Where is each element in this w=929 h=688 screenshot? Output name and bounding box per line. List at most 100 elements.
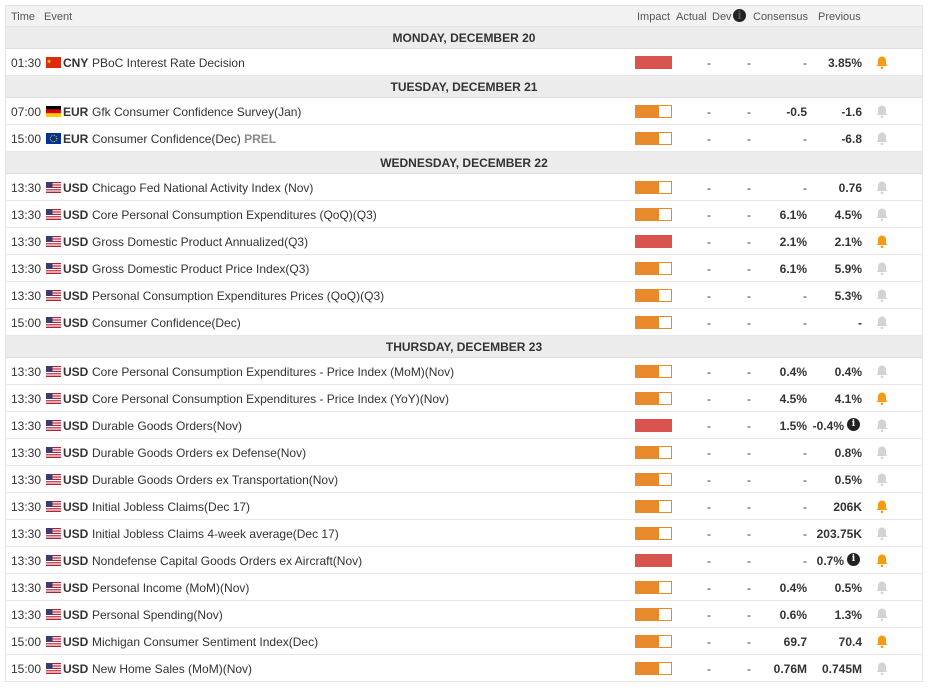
event-name[interactable]: Consumer Confidence(Dec) <box>92 316 241 330</box>
deviation-value: - <box>747 419 751 433</box>
dev-info-icon[interactable]: i <box>733 9 746 22</box>
event-name[interactable]: Gross Domestic Product Annualized(Q3) <box>92 235 308 249</box>
bell-icon[interactable] <box>875 288 889 303</box>
event-name[interactable]: Personal Consumption Expenditures Prices… <box>92 289 384 303</box>
event-title[interactable]: Personal Consumption Expenditures Prices… <box>92 289 385 303</box>
bell-icon[interactable] <box>875 131 889 146</box>
revision-info-icon[interactable]: i <box>847 553 860 566</box>
bell-icon[interactable] <box>875 472 889 487</box>
bell-active-icon[interactable] <box>875 391 889 406</box>
table-row[interactable]: 13:30 USD Core Personal Consumption Expend… <box>5 358 923 385</box>
revision-info-icon[interactable]: i <box>847 418 860 431</box>
bell-active-icon[interactable] <box>875 553 889 568</box>
header-dev[interactable]: Dev <box>712 11 732 23</box>
header-consensus[interactable]: Consensus <box>753 11 809 23</box>
table-row[interactable]: 01:30 CNY PBoC Interest Rate Decision - - - 3.… <box>5 49 923 76</box>
event-title[interactable]: Initial Jobless Claims(Dec 17) <box>92 500 251 514</box>
previous-value: 0.5% <box>834 473 862 487</box>
event-title[interactable]: PBoC Interest Rate Decision <box>92 56 245 70</box>
event-name[interactable]: Durable Goods Orders ex Transportation(N… <box>92 473 338 487</box>
event-name[interactable]: Michigan Consumer Sentiment Index(Dec) <box>92 635 318 649</box>
event-name[interactable]: PBoC Interest Rate Decision <box>92 56 245 70</box>
table-row[interactable]: 13:30 USD Personal Spending(Nov) - - 0.6% 1.3% <box>5 601 923 628</box>
table-row[interactable]: 13:30 USD Personal Consumption Expenditure… <box>5 282 923 309</box>
bell-icon[interactable] <box>875 364 889 379</box>
impact-fill <box>636 209 660 220</box>
event-title[interactable]: Personal Income (MoM)(Nov) <box>92 581 250 595</box>
table-row[interactable]: 13:30 USD Personal Income (MoM)(Nov) - - 0.4%… <box>5 574 923 601</box>
event-title[interactable]: Nondefense Capital Goods Orders ex Aircr… <box>92 554 363 568</box>
event-title[interactable]: Chicago Fed National Activity Index (Nov… <box>92 181 314 195</box>
event-title[interactable]: Gfk Consumer Confidence Survey(Jan) <box>92 105 302 119</box>
bell-icon[interactable] <box>875 526 889 541</box>
table-row[interactable]: 13:30 USD Gross Domestic Product Price Ind… <box>5 255 923 282</box>
bell-icon[interactable] <box>875 418 889 433</box>
bell-active-icon[interactable] <box>875 234 889 249</box>
table-row[interactable]: 13:30 USD Durable Goods Orders ex Transpor… <box>5 466 923 493</box>
event-name[interactable]: Initial Jobless Claims(Dec 17) <box>92 500 250 514</box>
event-name[interactable]: Consumer Confidence(Dec) PREL <box>92 132 276 146</box>
header-impact[interactable]: Impact <box>637 11 671 23</box>
event-title[interactable]: Durable Goods Orders ex Defense(Nov) <box>92 446 307 460</box>
bell-icon[interactable] <box>875 261 889 276</box>
event-name[interactable]: Personal Spending(Nov) <box>92 608 223 622</box>
event-title[interactable]: Gross Domestic Product Annualized(Q3) <box>92 235 309 249</box>
event-title[interactable]: Consumer Confidence(Dec) <box>92 132 241 146</box>
event-title[interactable]: Initial Jobless Claims 4-week average(De… <box>92 527 339 541</box>
header-actual[interactable]: Actual <box>676 11 707 23</box>
header-event[interactable]: Event <box>44 11 73 23</box>
event-title[interactable]: Durable Goods Orders ex Transportation(N… <box>92 473 339 487</box>
event-name[interactable]: Core Personal Consumption Expenditures (… <box>92 208 377 222</box>
bell-active-icon[interactable] <box>875 634 889 649</box>
table-row[interactable]: 13:30 USD Durable Goods Orders ex Defense(… <box>5 439 923 466</box>
table-row[interactable]: 13:30 USD Durable Goods Orders(Nov) - - 1.5% -… <box>5 412 923 439</box>
event-name[interactable]: Nondefense Capital Goods Orders ex Aircr… <box>92 554 362 568</box>
bell-icon[interactable] <box>875 661 889 676</box>
table-row[interactable]: 13:30 USD Nondefense Capital Goods Orders … <box>5 547 923 574</box>
currency-code: EUR <box>63 132 89 146</box>
bell-icon[interactable] <box>875 607 889 622</box>
table-row[interactable]: 13:30 USD Core Personal Consumption Expend… <box>5 201 923 228</box>
bell-icon[interactable] <box>875 315 889 330</box>
table-row[interactable]: 07:00 EUR Gfk Consumer Confidence Survey(J… <box>5 98 923 125</box>
event-name[interactable]: Gfk Consumer Confidence Survey(Jan) <box>92 105 301 119</box>
event-title[interactable]: Core Personal Consumption Expenditures -… <box>92 365 455 379</box>
event-title[interactable]: Durable Goods Orders(Nov) <box>92 419 243 433</box>
bell-icon[interactable] <box>875 104 889 119</box>
event-name[interactable]: Core Personal Consumption Expenditures -… <box>92 365 454 379</box>
header-time[interactable]: Time <box>11 11 36 23</box>
event-title[interactable]: New Home Sales (MoM)(Nov) <box>92 662 253 676</box>
event-title[interactable]: Consumer Confidence(Dec) <box>92 316 241 330</box>
event-title[interactable]: Personal Spending(Nov) <box>92 608 223 622</box>
bell-active-icon[interactable] <box>875 55 889 70</box>
event-name[interactable]: Personal Income (MoM)(Nov) <box>92 581 249 595</box>
table-row[interactable]: 15:00 USD Consumer Confidence(Dec) - - - - <box>5 309 923 336</box>
event-name[interactable]: Durable Goods Orders ex Defense(Nov) <box>92 446 306 460</box>
table-row[interactable]: 15:00 EUR Consumer Confidence(Dec) PREL - - -… <box>5 125 923 152</box>
event-name[interactable]: Chicago Fed National Activity Index (Nov… <box>92 181 313 195</box>
bell-icon[interactable] <box>875 445 889 460</box>
flag-us-icon <box>46 182 61 193</box>
table-row[interactable]: 15:00 USD Michigan Consumer Sentiment Inde… <box>5 628 923 655</box>
table-row[interactable]: 13:30 USD Initial Jobless Claims 4-week av… <box>5 520 923 547</box>
event-name[interactable]: Durable Goods Orders(Nov) <box>92 419 242 433</box>
table-row[interactable]: 15:00 USD New Home Sales (MoM)(Nov) - - 0.76M… <box>5 655 923 682</box>
event-title[interactable]: Core Personal Consumption Expenditures (… <box>92 208 377 222</box>
event-name[interactable]: Core Personal Consumption Expenditures -… <box>92 392 449 406</box>
table-row[interactable]: 13:30 USD Gross Domestic Product Annualize… <box>5 228 923 255</box>
event-name[interactable]: Initial Jobless Claims 4-week average(De… <box>92 527 339 541</box>
bell-icon[interactable] <box>875 580 889 595</box>
table-row[interactable]: 13:30 USD Core Personal Consumption Expend… <box>5 385 923 412</box>
event-name[interactable]: Gross Domestic Product Price Index(Q3) <box>92 262 309 276</box>
bell-icon[interactable] <box>875 207 889 222</box>
header-previous[interactable]: Previous <box>818 11 861 23</box>
event-title[interactable]: Michigan Consumer Sentiment Index(Dec) <box>92 635 319 649</box>
bell-active-icon[interactable] <box>875 499 889 514</box>
table-row[interactable]: 13:30 USD Initial Jobless Claims(Dec 17) - -… <box>5 493 923 520</box>
event-title[interactable]: Gross Domestic Product Price Index(Q3) <box>92 262 310 276</box>
table-row[interactable]: 13:30 USD Chicago Fed National Activity In… <box>5 174 923 201</box>
event-name[interactable]: New Home Sales (MoM)(Nov) <box>92 662 252 676</box>
bell-icon[interactable] <box>875 180 889 195</box>
actual-value: - <box>707 662 711 676</box>
event-title[interactable]: Core Personal Consumption Expenditures -… <box>92 392 450 406</box>
